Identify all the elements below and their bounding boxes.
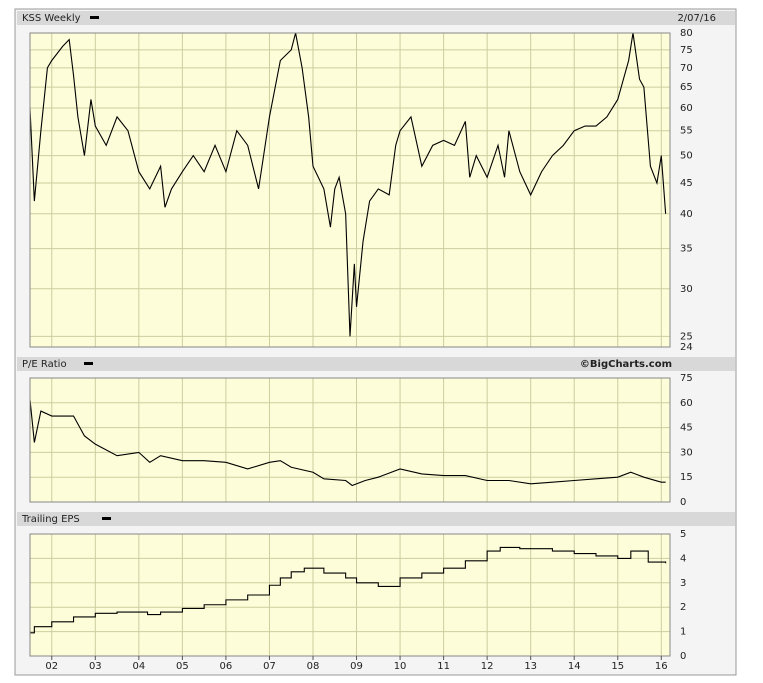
y-tick-label: 60 xyxy=(680,103,693,114)
y-tick-label: 0 xyxy=(680,497,686,508)
panel-title: KSS Weekly xyxy=(22,13,81,24)
x-tick-label: 07 xyxy=(263,661,276,672)
header-bar xyxy=(17,11,735,25)
panel-title: P/E Ratio xyxy=(22,359,67,370)
legend-icon xyxy=(84,362,93,365)
y-tick-label: 75 xyxy=(680,45,693,56)
price-line xyxy=(29,32,667,337)
price-line xyxy=(29,399,666,487)
y-tick-label: 2 xyxy=(680,602,686,613)
y-tick-label: 40 xyxy=(680,209,693,220)
y-tick-label: 55 xyxy=(680,126,693,137)
x-tick-label: 08 xyxy=(307,661,320,672)
panel-title: Trailing EPS xyxy=(21,514,80,525)
y-tick-label: 75 xyxy=(680,373,693,384)
date: 2/07/16 xyxy=(677,13,716,24)
x-tick-label: 16 xyxy=(655,661,668,672)
x-tick-label: 10 xyxy=(394,661,407,672)
y-tick-label: 3 xyxy=(680,578,686,589)
y-tick-label: 45 xyxy=(680,423,693,434)
y-tick-label: 4 xyxy=(680,553,686,564)
plot-area xyxy=(29,32,671,348)
header-bar xyxy=(17,512,735,526)
x-tick-label: 06 xyxy=(220,661,233,672)
y-tick-label: 70 xyxy=(680,63,693,74)
x-tick-label: 14 xyxy=(568,661,581,672)
x-tick-label: 02 xyxy=(45,661,58,672)
y-tick-label: 15 xyxy=(680,472,693,483)
y-tick-label: 0 xyxy=(680,651,686,662)
x-tick-label: 05 xyxy=(176,661,189,672)
y-tick-label: 25 xyxy=(680,331,693,342)
x-tick-label: 12 xyxy=(481,661,494,672)
plot-area xyxy=(29,533,671,657)
y-tick-label: 60 xyxy=(680,398,693,409)
y-tick-label: 35 xyxy=(680,244,693,255)
legend-icon xyxy=(90,16,99,19)
x-tick-label: 03 xyxy=(89,661,102,672)
y-tick-label: 1 xyxy=(680,627,686,638)
y-tick-label: 30 xyxy=(680,284,693,295)
plot-border xyxy=(29,533,671,657)
y-tick-label: 24 xyxy=(680,342,693,353)
y-tick-label: 45 xyxy=(680,178,693,189)
plot-border xyxy=(29,377,671,503)
header-bar xyxy=(17,357,735,371)
y-tick-label: 5 xyxy=(680,529,686,540)
x-tick-label: 13 xyxy=(524,661,537,672)
legend-icon xyxy=(102,517,111,520)
plot-border xyxy=(29,32,671,348)
x-tick-label: 15 xyxy=(611,661,624,672)
y-tick-label: 50 xyxy=(680,151,693,162)
x-tick-label: 11 xyxy=(437,661,450,672)
source: ©BigCharts.com xyxy=(580,359,672,370)
y-tick-label: 30 xyxy=(680,447,693,458)
price-line xyxy=(30,546,667,634)
y-tick-label: 80 xyxy=(680,28,693,39)
y-tick-label: 65 xyxy=(680,82,693,93)
x-tick-label: 09 xyxy=(350,661,363,672)
x-tick-label: 04 xyxy=(132,661,145,672)
